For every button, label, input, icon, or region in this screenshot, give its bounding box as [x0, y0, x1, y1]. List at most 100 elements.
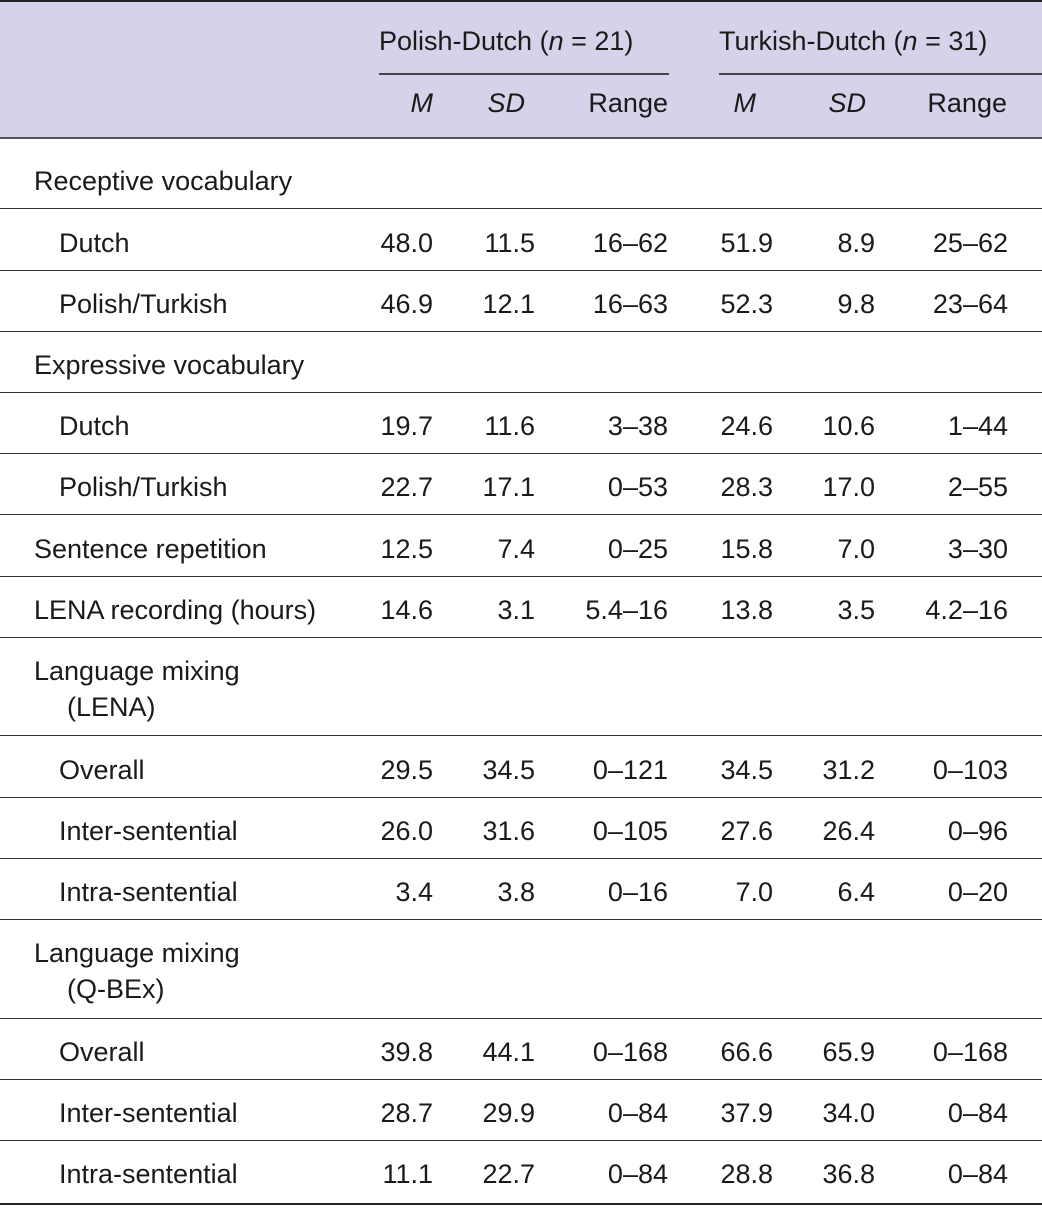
td-sd-cell: 34.0: [822, 1098, 875, 1128]
pd-range-cell: 0–25: [607, 534, 668, 564]
pd-range-cell: 3–38: [607, 411, 668, 441]
td-m-cell: 51.9: [720, 228, 773, 258]
pd-sd-cell: 29.9: [482, 1098, 535, 1128]
pd-m-cell: 39.8: [380, 1037, 433, 1067]
td-sd-cell: 3.5: [837, 595, 875, 625]
row-label: Receptive vocabulary: [34, 166, 293, 196]
td-sd-cell: 31.2: [822, 755, 875, 785]
row-divider: [0, 735, 1042, 736]
col-header-td-range: Range: [927, 88, 1007, 118]
row-divider: [0, 1140, 1042, 1141]
pd-m-cell: 19.7: [380, 411, 433, 441]
td-sd-cell: 8.9: [837, 228, 875, 258]
td-range-cell: 0–168: [932, 1037, 1008, 1067]
pd-sd-cell: 12.1: [482, 289, 535, 319]
row-label: Dutch: [59, 228, 130, 258]
td-m-cell: 27.6: [720, 816, 773, 846]
group-header-turkish-dutch: Turkish-Dutch (n = 31): [719, 26, 988, 56]
td-m-cell: 15.8: [720, 534, 773, 564]
col-header-td-sd: SD: [828, 88, 866, 118]
pd-sd-cell: 34.5: [482, 755, 535, 785]
row-label: Overall: [59, 755, 145, 785]
td-range-cell: 0–103: [932, 755, 1008, 785]
pd-m-cell: 28.7: [380, 1098, 433, 1128]
td-m-cell: 28.8: [720, 1159, 773, 1189]
row-divider: [0, 270, 1042, 271]
td-m-cell: 37.9: [720, 1098, 773, 1128]
row-label-continued: (Q-BEx): [67, 974, 165, 1004]
bottom-rule: [0, 1203, 1042, 1205]
row-divider: [0, 453, 1042, 454]
row-label: Expressive vocabulary: [34, 350, 305, 380]
row-divider: [0, 919, 1042, 920]
row-label: Inter-sentential: [59, 1098, 238, 1128]
td-range-cell: 0–84: [947, 1098, 1008, 1128]
row-label: Polish/Turkish: [59, 472, 228, 502]
pd-m-cell: 46.9: [380, 289, 433, 319]
td-range-cell: 4.2–16: [925, 595, 1008, 625]
row-divider: [0, 858, 1042, 859]
pd-sd-cell: 11.6: [484, 411, 535, 441]
td-range-cell: 3–30: [947, 534, 1008, 564]
pd-sd-cell: 17.1: [482, 472, 535, 502]
pd-range-cell: 16–63: [592, 289, 668, 319]
td-sd-cell: 65.9: [822, 1037, 875, 1067]
td-m-cell: 28.3: [720, 472, 773, 502]
row-divider: [0, 797, 1042, 798]
pd-range-cell: 5.4–16: [585, 595, 668, 625]
pd-sd-cell: 11.5: [484, 228, 535, 258]
row-label: Intra-sentential: [59, 1159, 238, 1189]
td-sd-cell: 9.8: [837, 289, 875, 319]
pd-range-cell: 0–121: [592, 755, 668, 785]
td-sd-cell: 6.4: [837, 877, 875, 907]
td-range-cell: 1–44: [947, 411, 1008, 441]
col-header-td-m: M: [733, 88, 757, 118]
pd-sd-cell: 7.4: [497, 534, 535, 564]
row-divider: [0, 514, 1042, 515]
row-label: Overall: [59, 1037, 145, 1067]
pd-m-cell: 26.0: [380, 816, 433, 846]
header-rule: [0, 137, 1042, 139]
pd-range-cell: 0–53: [607, 472, 668, 502]
pd-range-cell: 0–84: [607, 1159, 668, 1189]
td-sd-cell: 7.0: [837, 534, 875, 564]
td-m-cell: 13.8: [720, 595, 773, 625]
pd-m-cell: 48.0: [380, 228, 433, 258]
row-label-continued: (LENA): [67, 692, 156, 722]
pd-m-cell: 12.5: [380, 534, 433, 564]
td-m-cell: 34.5: [720, 755, 773, 785]
row-divider: [0, 331, 1042, 332]
row-divider: [0, 1079, 1042, 1080]
pd-range-cell: 0–105: [592, 816, 668, 846]
td-range-cell: 25–62: [932, 228, 1008, 258]
pd-sd-cell: 31.6: [482, 816, 535, 846]
td-range-cell: 0–20: [947, 877, 1008, 907]
group-header-polish-dutch: Polish-Dutch (n = 21): [379, 26, 634, 56]
col-header-pd-sd: SD: [487, 88, 525, 118]
pd-m-cell: 14.6: [380, 595, 433, 625]
row-divider: [0, 392, 1042, 393]
row-label: Sentence repetition: [34, 534, 267, 564]
td-range-cell: 23–64: [932, 289, 1008, 319]
row-label: Language mixing: [34, 938, 240, 968]
row-label: Dutch: [59, 411, 130, 441]
pd-range-cell: 16–62: [592, 228, 668, 258]
row-label: LENA recording (hours): [34, 595, 317, 625]
td-range-cell: 2–55: [947, 472, 1008, 502]
row-label: Inter-sentential: [59, 816, 238, 846]
pd-sd-cell: 22.7: [482, 1159, 535, 1189]
pd-m-cell: 22.7: [380, 472, 433, 502]
pd-range-cell: 0–168: [592, 1037, 668, 1067]
td-range-cell: 0–96: [947, 816, 1008, 846]
pd-range-cell: 0–84: [607, 1098, 668, 1128]
top-rule: [0, 0, 1042, 2]
group-underline-polish-dutch: [379, 73, 669, 75]
td-sd-cell: 10.6: [822, 411, 875, 441]
col-header-pd-range: Range: [588, 88, 668, 118]
pd-m-cell: 3.4: [395, 877, 433, 907]
td-sd-cell: 36.8: [822, 1159, 875, 1189]
td-m-cell: 7.0: [735, 877, 773, 907]
td-sd-cell: 26.4: [822, 816, 875, 846]
pd-m-cell: 29.5: [380, 755, 433, 785]
